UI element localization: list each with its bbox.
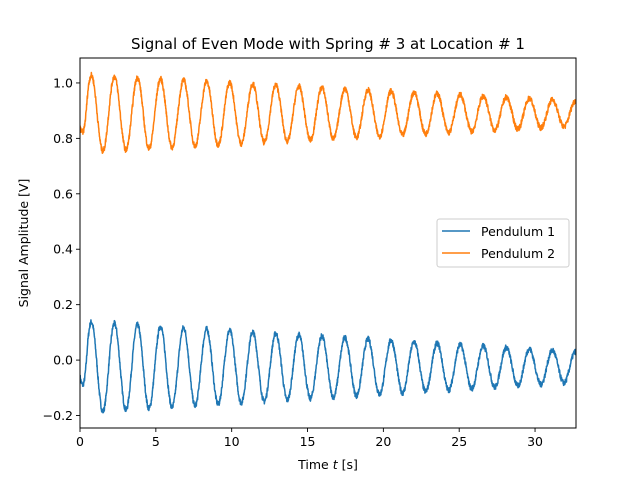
y-tick-label: 0.6 — [53, 186, 73, 201]
y-axis-label: Signal Amplitude [V] — [16, 179, 31, 308]
y-tick-label: 0.4 — [53, 242, 73, 257]
series-layer — [80, 71, 576, 414]
x-tick-label: 15 — [300, 434, 316, 449]
plot-frame — [79, 57, 577, 429]
y-tick-label: 0.8 — [53, 131, 73, 146]
chart-title: Signal of Even Mode with Spring # 3 at L… — [131, 35, 525, 53]
x-tick-label: 20 — [375, 434, 391, 449]
x-axis-label: Time t [s] — [297, 457, 358, 472]
series-line-pendulum-1 — [80, 319, 576, 414]
y-axis: −0.2 0.0 0.2 0.4 0.6 0.8 1.0 — [43, 75, 80, 423]
y-tick-label: −0.2 — [43, 408, 73, 423]
legend-label-pendulum-2: Pendulum 2 — [481, 246, 555, 261]
y-tick-label: 0.2 — [53, 297, 73, 312]
y-tick-label: 1.0 — [53, 75, 73, 90]
x-tick-label: 30 — [527, 434, 543, 449]
x-tick-label: 0 — [76, 434, 84, 449]
x-axis: 0 5 10 15 20 25 30 — [76, 428, 543, 449]
legend: Pendulum 1 Pendulum 2 — [436, 218, 570, 268]
x-tick-label: 5 — [152, 434, 160, 449]
x-tick-label: 25 — [451, 434, 467, 449]
legend-label-pendulum-1: Pendulum 1 — [481, 224, 555, 239]
x-tick-label: 10 — [224, 434, 240, 449]
series-line-pendulum-2 — [80, 71, 576, 154]
y-tick-label: 0.0 — [53, 353, 73, 368]
